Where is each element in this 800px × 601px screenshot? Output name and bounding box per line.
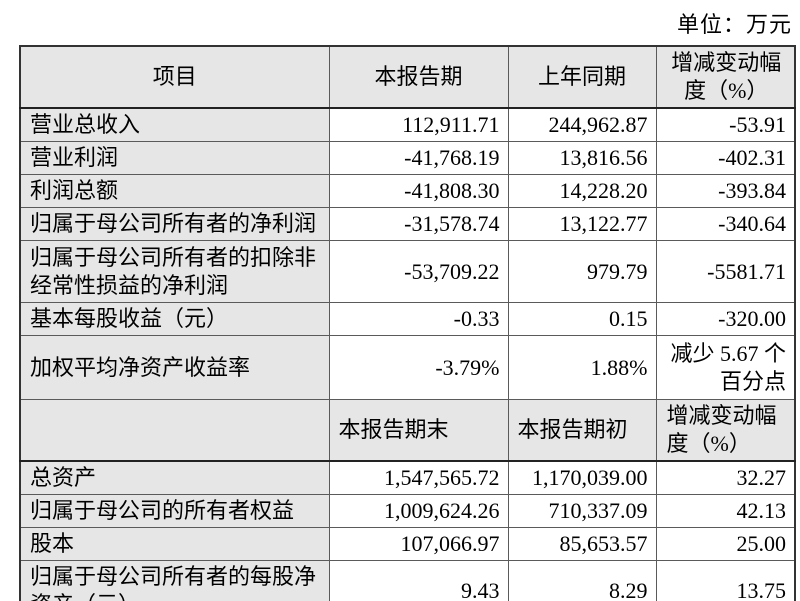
unit-label: 单位：万元 (676, 12, 792, 37)
row-label-cell: 归属于母公司所有者的每股净资产（元） (19, 560, 330, 601)
prior-value-cell: 244,962.87 (507, 107, 657, 142)
row-label-cell: 归属于母公司所有者的扣除非经常性损益的净利润 (19, 240, 330, 303)
change-value-cell: -53.91 (655, 107, 796, 142)
current-value-cell: -41,808.30 (328, 174, 509, 208)
change-value-cell: -320.00 (655, 302, 796, 336)
change-value-cell: 25.00 (655, 527, 796, 561)
row-label-cell: 营业总收入 (19, 107, 330, 142)
current-value-cell: 9.43 (328, 560, 509, 601)
table-row: 归属于母公司所有者的净利润 -31,578.74 13,122.77 -340.… (19, 207, 796, 241)
current-value-cell: -41,768.19 (328, 141, 509, 175)
table-row: 归属于母公司所有者的每股净资产（元） 9.43 8.29 13.75 (19, 560, 796, 601)
row-label-cell: 加权平均净资产收益率 (19, 335, 330, 400)
row-label-cell: 股本 (19, 527, 330, 561)
prior-value-cell: 0.15 (507, 302, 657, 336)
section2-header-row: 本报告期末 本报告期初 增减变动幅度（%） (19, 399, 796, 462)
change-value-cell: 32.27 (655, 460, 796, 495)
table-row: 归属于母公司的所有者权益 1,009,624.26 710,337.09 42.… (19, 494, 796, 528)
table-row: 总资产 1,547,565.72 1,170,039.00 32.27 (19, 460, 796, 495)
prior-value-cell: 13,816.56 (507, 141, 657, 175)
section1-header-row: 项目 本报告期 上年同期 增减变动幅度（%） (19, 45, 796, 109)
change-value-cell: -393.84 (655, 174, 796, 208)
table-row: 加权平均净资产收益率 -3.79% 1.88% 减少 5.67 个百分点 (19, 335, 796, 400)
prior-value-cell: 13,122.77 (507, 207, 657, 241)
prior-value-cell: 14,228.20 (507, 174, 657, 208)
row-label-cell: 归属于母公司的所有者权益 (19, 494, 330, 528)
change-value-cell: 13.75 (655, 560, 796, 601)
current-value-cell: 107,066.97 (328, 527, 509, 561)
row-label-cell: 归属于母公司所有者的净利润 (19, 207, 330, 241)
current-value-cell: 1,547,565.72 (328, 460, 509, 495)
current-value-cell: 1,009,624.26 (328, 494, 509, 528)
current-value-cell: -53,709.22 (328, 240, 509, 303)
header-current-period: 本报告期 (328, 45, 509, 109)
header-period-end: 本报告期末 (328, 399, 509, 462)
change-value-cell: -340.64 (655, 207, 796, 241)
prior-value-cell: 85,653.57 (507, 527, 657, 561)
table-row: 营业总收入 112,911.71 244,962.87 -53.91 (19, 107, 796, 142)
change-value-cell: 42.13 (655, 494, 796, 528)
current-value-cell: 112,911.71 (328, 107, 509, 142)
row-label-cell: 总资产 (19, 460, 330, 495)
change-value-cell: -402.31 (655, 141, 796, 175)
table-row: 营业利润 -41,768.19 13,816.56 -402.31 (19, 141, 796, 175)
prior-value-cell: 8.29 (507, 560, 657, 601)
row-label-cell: 利润总额 (19, 174, 330, 208)
header-period-start: 本报告期初 (507, 399, 657, 462)
current-value-cell: -31,578.74 (328, 207, 509, 241)
change-value-cell: -5581.71 (655, 240, 796, 303)
row-label-cell: 基本每股收益（元） (19, 302, 330, 336)
header-item: 项目 (19, 45, 330, 109)
header-prior-period: 上年同期 (507, 45, 657, 109)
prior-value-cell: 710,337.09 (507, 494, 657, 528)
table-row: 归属于母公司所有者的扣除非经常性损益的净利润 -53,709.22 979.79… (19, 240, 796, 303)
current-value-cell: -3.79% (328, 335, 509, 400)
table-row: 利润总额 -41,808.30 14,228.20 -393.84 (19, 174, 796, 208)
prior-value-cell: 979.79 (507, 240, 657, 303)
financial-summary-table: 项目 本报告期 上年同期 增减变动幅度（%） 营业总收入 112,911.71 … (19, 45, 796, 601)
table-row: 股本 107,066.97 85,653.57 25.00 (19, 527, 796, 561)
header-item-blank (19, 399, 330, 462)
header-change-pct: 增减变动幅度（%） (655, 399, 796, 462)
header-change-pct: 增减变动幅度（%） (655, 45, 796, 109)
row-label-cell: 营业利润 (19, 141, 330, 175)
prior-value-cell: 1.88% (507, 335, 657, 400)
table-row: 基本每股收益（元） -0.33 0.15 -320.00 (19, 302, 796, 336)
prior-value-cell: 1,170,039.00 (507, 460, 657, 495)
current-value-cell: -0.33 (328, 302, 509, 336)
change-value-cell: 减少 5.67 个百分点 (655, 335, 796, 400)
